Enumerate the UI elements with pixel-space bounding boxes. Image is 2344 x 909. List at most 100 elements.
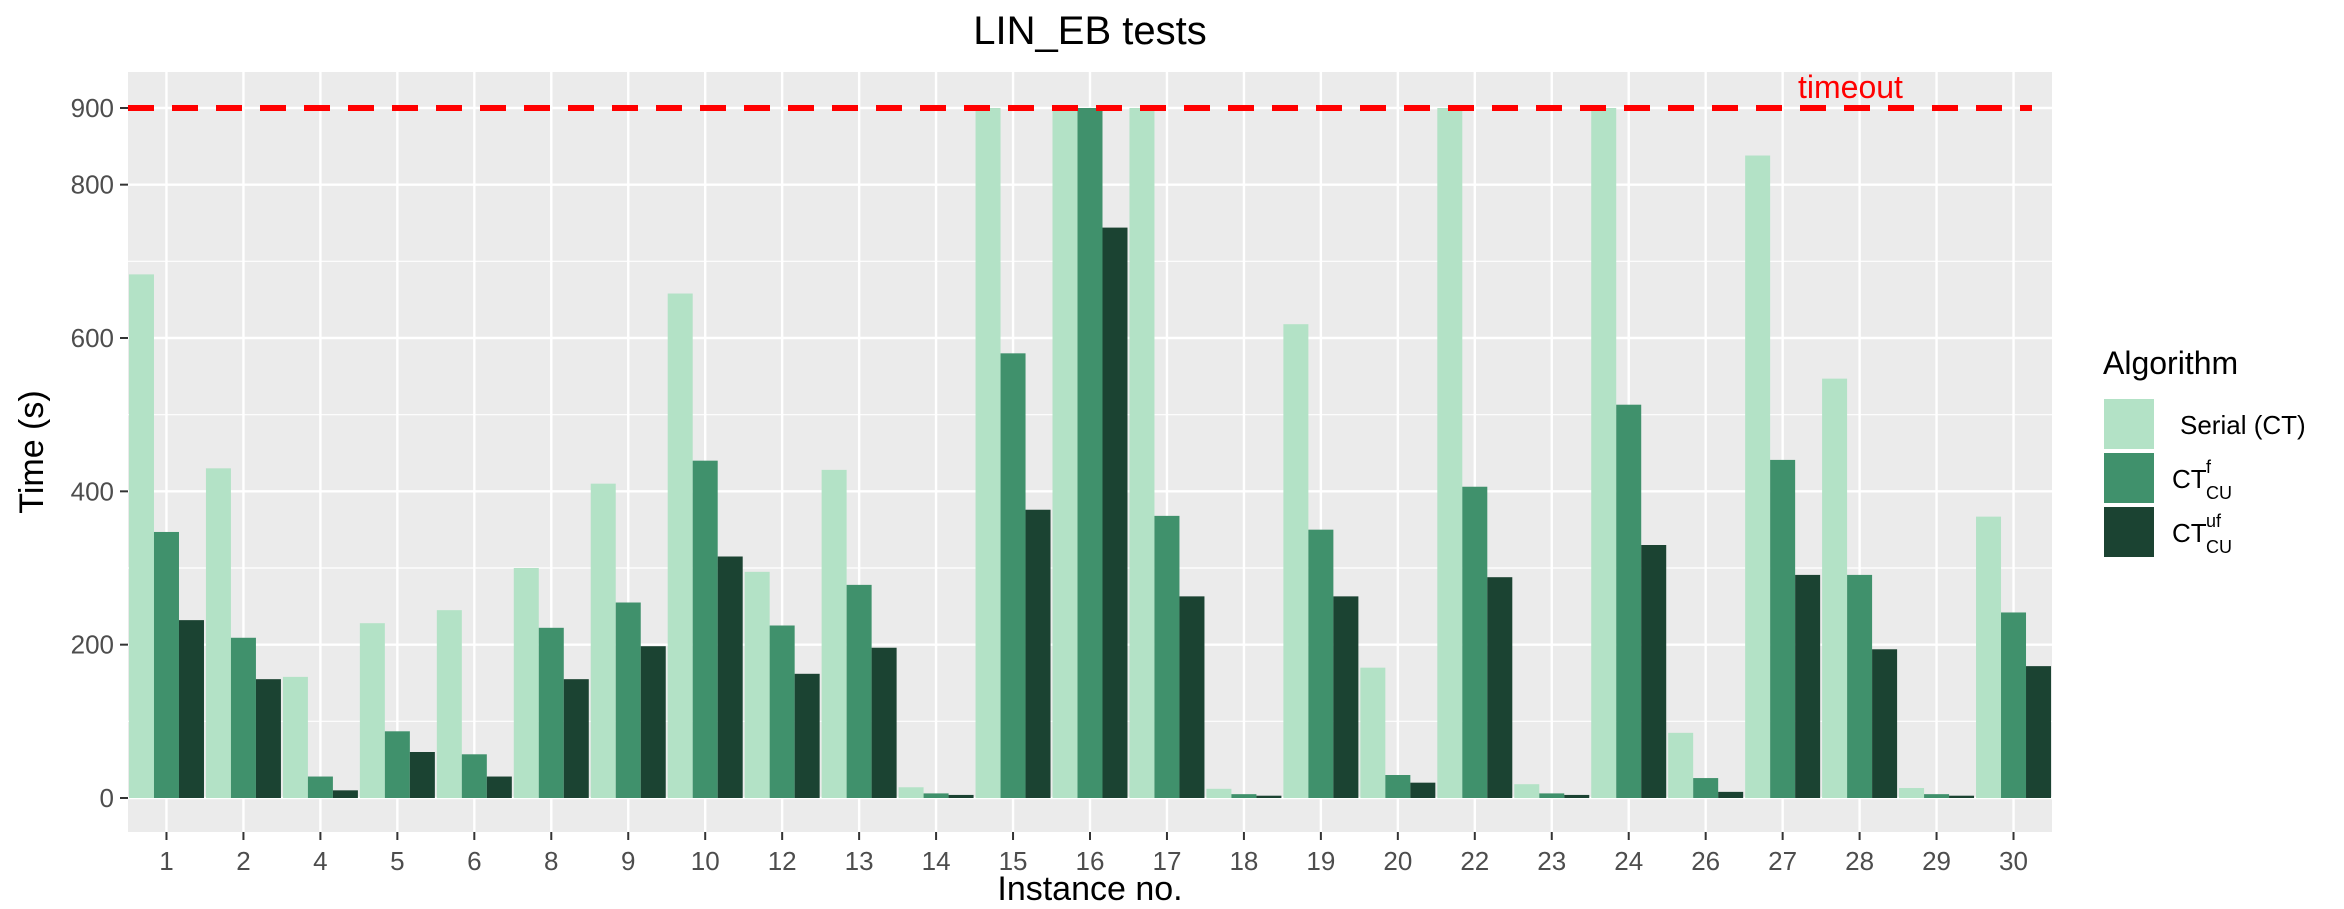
bar bbox=[563, 679, 589, 798]
bar bbox=[667, 293, 693, 798]
x-tick-label: 19 bbox=[1306, 846, 1335, 876]
bar bbox=[898, 787, 924, 798]
bar bbox=[1564, 794, 1590, 798]
bar bbox=[1283, 324, 1309, 798]
x-tick-label: 22 bbox=[1460, 846, 1489, 876]
legend-key bbox=[2104, 507, 2154, 557]
bar bbox=[1899, 788, 1925, 798]
x-tick-label: 8 bbox=[544, 846, 558, 876]
bar bbox=[1641, 545, 1667, 798]
bar bbox=[1179, 596, 1205, 798]
x-tick-label: 1 bbox=[159, 846, 173, 876]
bar bbox=[1000, 353, 1026, 798]
bar bbox=[384, 731, 410, 798]
bar bbox=[1129, 108, 1155, 798]
legend-label: CT bbox=[2172, 518, 2207, 548]
bar bbox=[409, 752, 435, 798]
legend-label-subscript: CU bbox=[2206, 537, 2232, 557]
x-tick-label: 14 bbox=[922, 846, 951, 876]
bar bbox=[744, 571, 770, 798]
bar bbox=[1385, 775, 1411, 798]
legend-label-superscript: f bbox=[2206, 457, 2212, 477]
y-tick-label: 200 bbox=[71, 630, 114, 660]
x-tick-label: 4 bbox=[313, 846, 327, 876]
bar bbox=[1693, 778, 1719, 798]
bar bbox=[2001, 612, 2027, 798]
bar bbox=[1462, 486, 1488, 798]
chart-title: LIN_EB tests bbox=[973, 9, 1206, 53]
bar bbox=[436, 610, 462, 798]
y-tick-label: 900 bbox=[71, 93, 114, 123]
bar bbox=[590, 483, 616, 798]
y-tick-label: 0 bbox=[100, 783, 114, 813]
x-axis: 1 2 4 5 6 8 9 10 12 13 14 15 16 17 18 19 20 22 23 24 26 27 28 2… bbox=[159, 832, 2028, 876]
y-tick-label: 600 bbox=[71, 323, 114, 353]
bar bbox=[1231, 794, 1257, 798]
bar bbox=[1745, 155, 1771, 799]
bar bbox=[1795, 574, 1821, 798]
bar bbox=[1333, 596, 1359, 798]
legend-label-superscript: uf bbox=[2206, 511, 2222, 531]
x-tick-label: 27 bbox=[1768, 846, 1797, 876]
bar bbox=[1437, 108, 1463, 798]
bar bbox=[1077, 108, 1103, 798]
legend-label-subscript: CU bbox=[2206, 483, 2232, 503]
bar bbox=[178, 620, 204, 798]
bar bbox=[871, 647, 897, 798]
bar bbox=[1822, 378, 1848, 798]
bar bbox=[1410, 782, 1436, 798]
x-tick-label: 30 bbox=[1999, 846, 2028, 876]
bar bbox=[1668, 732, 1694, 798]
bar bbox=[1976, 516, 2002, 798]
bar bbox=[153, 531, 179, 798]
bar bbox=[359, 623, 385, 798]
bar bbox=[205, 468, 231, 798]
x-tick-label: 10 bbox=[691, 846, 720, 876]
x-tick-label: 23 bbox=[1537, 846, 1566, 876]
bar bbox=[1718, 791, 1744, 798]
bar bbox=[486, 776, 512, 798]
x-tick-label: 26 bbox=[1691, 846, 1720, 876]
bar bbox=[846, 584, 872, 798]
bar bbox=[1206, 788, 1232, 798]
x-tick-label: 29 bbox=[1922, 846, 1951, 876]
bar bbox=[461, 754, 487, 798]
bar bbox=[769, 625, 795, 798]
bar bbox=[1308, 529, 1334, 798]
x-tick-label: 6 bbox=[467, 846, 481, 876]
bar bbox=[1102, 227, 1128, 799]
bar bbox=[692, 460, 718, 798]
bar bbox=[1052, 108, 1078, 798]
bar bbox=[1616, 404, 1642, 798]
x-tick-label: 2 bbox=[236, 846, 250, 876]
bar bbox=[923, 793, 949, 798]
bars-group bbox=[128, 108, 2052, 799]
x-tick-label: 5 bbox=[390, 846, 404, 876]
y-tick-label: 400 bbox=[71, 476, 114, 506]
x-tick-label: 28 bbox=[1845, 846, 1874, 876]
legend-title: Algorithm bbox=[2103, 345, 2238, 381]
bar bbox=[128, 274, 154, 798]
y-tick-label: 800 bbox=[71, 170, 114, 200]
timeout-annotation: timeout bbox=[1798, 69, 1903, 105]
x-tick-label: 20 bbox=[1383, 846, 1412, 876]
legend-key bbox=[2104, 453, 2154, 503]
bar bbox=[1949, 795, 1975, 798]
x-tick-label: 15 bbox=[999, 846, 1028, 876]
bar bbox=[640, 646, 666, 798]
bar bbox=[1025, 509, 1051, 798]
bar bbox=[1872, 649, 1898, 798]
bar bbox=[1770, 459, 1796, 798]
legend-label: Serial (CT) bbox=[2180, 410, 2306, 440]
x-tick-label: 13 bbox=[845, 846, 874, 876]
bar bbox=[307, 776, 333, 798]
x-tick-label: 17 bbox=[1152, 846, 1181, 876]
x-tick-label: 18 bbox=[1229, 846, 1258, 876]
x-tick-label: 12 bbox=[768, 846, 797, 876]
legend-key bbox=[2104, 399, 2154, 449]
y-axis-title: Time (s) bbox=[13, 390, 51, 513]
y-axis: 0 200 400 600 800 900 bbox=[71, 93, 128, 813]
bar bbox=[282, 676, 308, 798]
bar bbox=[821, 469, 847, 798]
